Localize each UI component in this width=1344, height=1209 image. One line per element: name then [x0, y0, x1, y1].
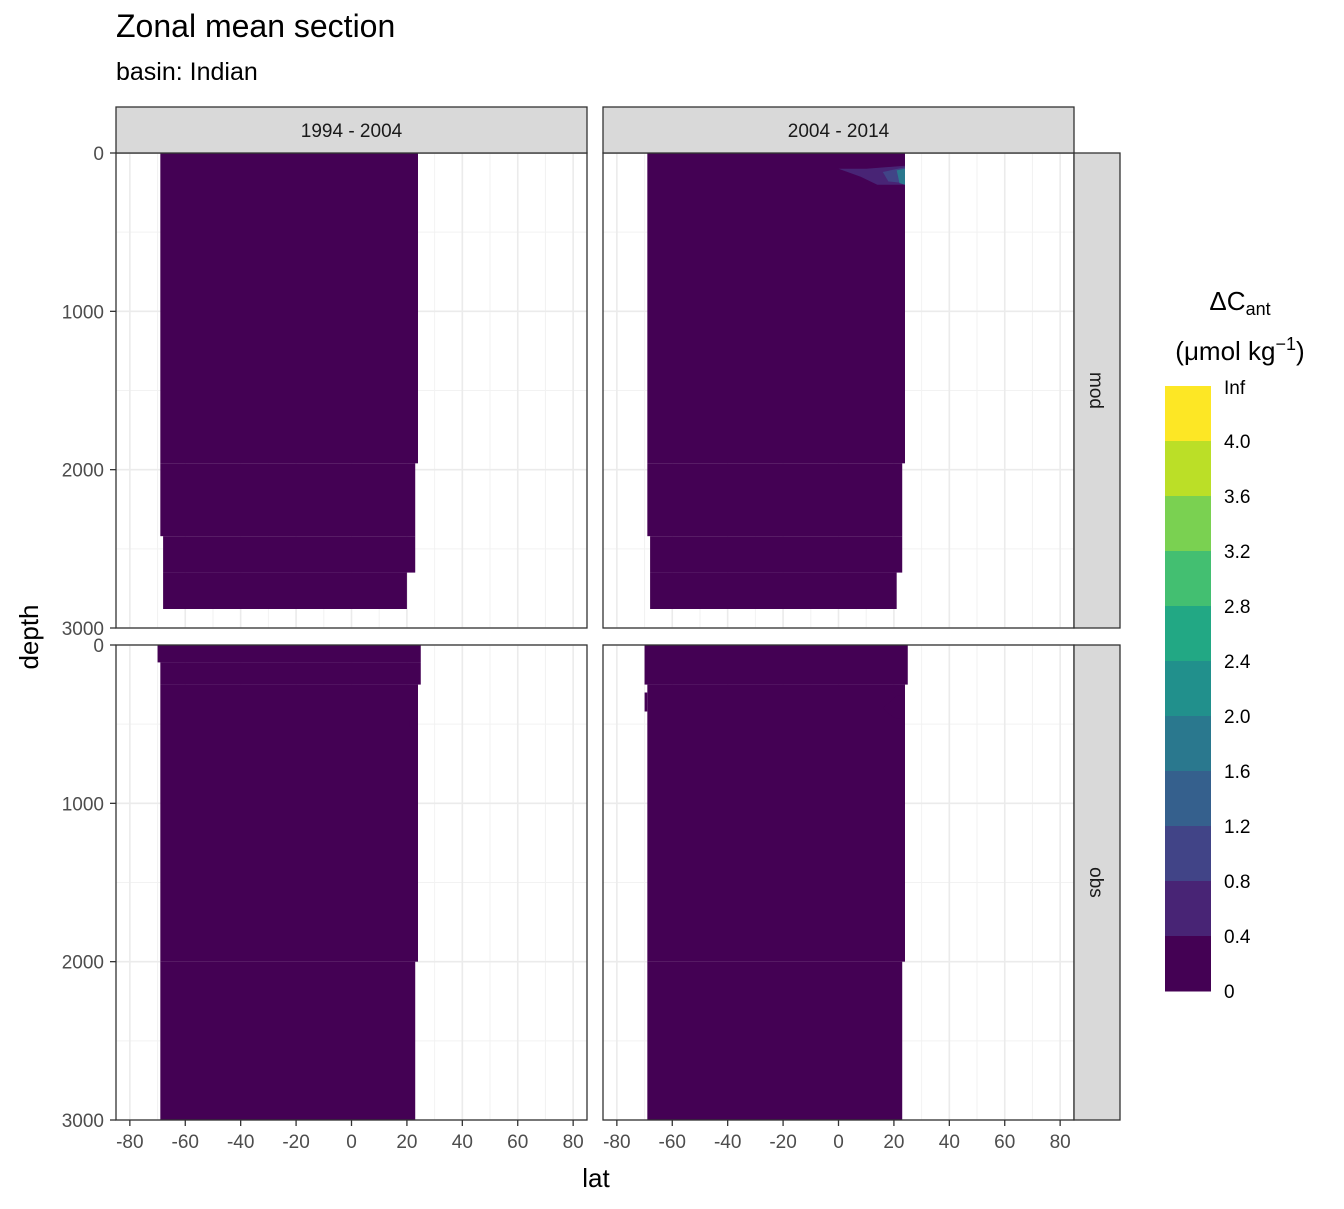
legend-key — [1165, 881, 1211, 937]
x-tick-label: 80 — [563, 1132, 584, 1153]
x-tick-label: 80 — [1050, 1132, 1071, 1153]
contour-band — [882, 695, 905, 720]
x-tick-label: -40 — [227, 1132, 254, 1153]
column-strip-label: 2004 - 2014 — [788, 121, 890, 142]
legend-label: 4.0 — [1224, 432, 1250, 453]
legend-label: 2.0 — [1224, 707, 1250, 728]
chart-title: Zonal mean section — [116, 8, 396, 44]
x-tick-label: -60 — [659, 1132, 686, 1153]
legend-label: 1.2 — [1224, 817, 1250, 838]
legend-label: 0.4 — [1224, 927, 1251, 948]
y-tick-label: 1000 — [62, 302, 104, 323]
x-tick-label: -60 — [172, 1132, 199, 1153]
y-tick-label: 2000 — [62, 461, 104, 482]
legend-label: 0.8 — [1224, 872, 1250, 893]
legend-label: 2.4 — [1224, 652, 1251, 673]
legend-key — [1165, 716, 1211, 772]
y-tick-label: 3000 — [62, 619, 104, 640]
column-strip-label: 1994 - 2004 — [301, 121, 403, 142]
panel-obs-0 — [115, 644, 588, 1121]
column-strip — [602, 106, 1075, 154]
legend-key — [1165, 771, 1211, 827]
y-tick-label: 0 — [93, 636, 104, 657]
x-tick-label: 0 — [346, 1132, 357, 1153]
section-fill — [650, 536, 903, 573]
y-tick-label: 0 — [93, 144, 104, 165]
legend: ΔCant (μmol kg−1) Inf 4.0 3.6 3.2 2.8 2.4 2.0 1.6… — [1165, 286, 1305, 1003]
x-tick-label: 60 — [994, 1132, 1015, 1153]
legend-label: 0 — [1224, 982, 1235, 1003]
panel-mod-0 — [115, 152, 588, 629]
y-axis-title: depth — [14, 604, 44, 669]
legend-key — [1165, 386, 1211, 442]
section-fill — [647, 961, 903, 1120]
contour-band — [896, 168, 905, 185]
row-strip — [1073, 152, 1121, 629]
section-fill — [160, 684, 418, 962]
y-tick-label: 2000 — [62, 953, 104, 974]
x-tick-label: 40 — [452, 1132, 473, 1153]
legend-key — [1165, 936, 1211, 992]
legend-label: Inf — [1224, 378, 1246, 399]
legend-key — [1165, 496, 1211, 552]
x-tick-label: -80 — [603, 1132, 630, 1153]
legend-label: 3.2 — [1224, 542, 1250, 563]
x-tick-label: 60 — [507, 1132, 528, 1153]
legend-key — [1165, 441, 1211, 497]
x-tick-label: -40 — [714, 1132, 741, 1153]
section-fill — [160, 153, 418, 464]
x-tick-label: 0 — [833, 1132, 844, 1153]
legend-label: 3.6 — [1224, 487, 1250, 508]
legend-key — [1165, 551, 1211, 607]
section-fill — [160, 961, 416, 1120]
panel-obs-1 — [602, 644, 1075, 1121]
row-strip-label: obs — [1085, 867, 1106, 898]
section-fill — [157, 645, 421, 663]
panel-mod-1 — [602, 152, 1075, 629]
section-fill — [650, 572, 897, 609]
legend-key — [1165, 826, 1211, 882]
section-fill — [644, 645, 908, 685]
x-tick-label: -80 — [116, 1132, 143, 1153]
legend-key — [1165, 606, 1211, 662]
y-tick-label: 1000 — [62, 794, 104, 815]
x-tick-label: -20 — [282, 1132, 309, 1153]
legend-label: 1.6 — [1224, 762, 1250, 783]
x-tick-label: 20 — [883, 1132, 904, 1153]
section-fill — [160, 662, 421, 685]
y-tick-label: 3000 — [62, 1111, 104, 1132]
legend-title: ΔCant — [1209, 286, 1270, 319]
section-fill — [163, 536, 416, 573]
chart-subtitle: basin: Indian — [116, 58, 258, 86]
section-fill — [163, 572, 407, 609]
facet-strips: 1994 - 2004 2004 - 2014 mod obs — [115, 106, 1121, 1121]
legend-key — [1165, 661, 1211, 717]
row-strip — [1073, 644, 1121, 1121]
legend-unit: (μmol kg−1) — [1175, 334, 1304, 366]
section-fill — [647, 153, 905, 464]
legend-label: 2.8 — [1224, 597, 1250, 618]
contour-band — [409, 717, 418, 731]
panels-layer — [115, 152, 1075, 1121]
section-fill — [647, 684, 905, 962]
x-axis-title: lat — [582, 1163, 610, 1193]
x-tick-label: -20 — [769, 1132, 796, 1153]
row-strip-label: mod — [1085, 372, 1106, 409]
contour-band — [644, 692, 648, 712]
column-strip — [115, 106, 588, 154]
x-tick-label: 20 — [396, 1132, 417, 1153]
x-tick-label: 40 — [939, 1132, 960, 1153]
section-fill — [160, 463, 416, 537]
section-fill — [647, 463, 903, 537]
